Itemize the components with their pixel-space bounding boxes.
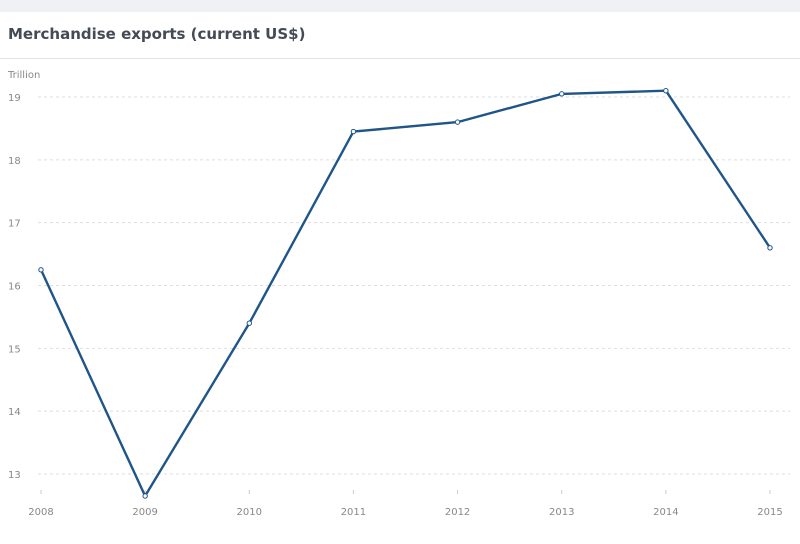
- x-tick-label-2015: 2015: [757, 507, 782, 518]
- y-tick-label-14: 14: [8, 407, 21, 418]
- top-bar: [0, 0, 800, 12]
- chart-title: Merchandise exports (current US$): [8, 25, 306, 43]
- data-point-2008[interactable]: [38, 267, 44, 273]
- x-tick-label-2013: 2013: [549, 507, 574, 518]
- x-tick-label-2011: 2011: [341, 507, 366, 518]
- y-tick-label-16: 16: [8, 282, 21, 293]
- line-chart: Trillion 13 14 15 16 17 18 19 2008 2009 2010 2011…: [7, 70, 790, 518]
- data-point-2012[interactable]: [454, 119, 461, 125]
- series-layer: [39, 89, 772, 498]
- data-point-2009[interactable]: [142, 493, 148, 499]
- x-tick-label-2010: 2010: [237, 507, 262, 518]
- data-point-2011[interactable]: [350, 128, 357, 135]
- y-tick-label-19: 19: [8, 93, 21, 104]
- y-tick-label-15: 15: [8, 344, 21, 355]
- y-tick-label-18: 18: [8, 156, 21, 167]
- chart-area: Trillion 13 14 15 16 17 18 19 2008 2009 2010 2011…: [0, 59, 800, 544]
- x-axis-ticks: 2008 2009 2010 2011 2012 2013 2014 2015: [28, 490, 783, 518]
- series-line: [39, 89, 772, 498]
- chart-header: Merchandise exports (current US$): [0, 12, 800, 59]
- grid-layer: [38, 96, 790, 475]
- point-layer: [38, 88, 773, 499]
- y-tick-label-13: 13: [8, 470, 21, 481]
- y-axis-ticks: 13 14 15 16 17 18 19: [8, 93, 21, 481]
- data-point-2015[interactable]: [767, 245, 773, 251]
- data-point-2014[interactable]: [663, 88, 669, 94]
- data-point-2013[interactable]: [559, 91, 565, 97]
- x-tick-label-2014: 2014: [653, 507, 678, 518]
- x-tick-label-2008: 2008: [28, 507, 53, 518]
- data-point-2010[interactable]: [246, 320, 252, 326]
- y-unit-label: Trillion: [7, 70, 40, 81]
- x-tick-label-2012: 2012: [445, 507, 470, 518]
- x-tick-label-2009: 2009: [132, 507, 157, 518]
- y-tick-label-17: 17: [8, 219, 21, 230]
